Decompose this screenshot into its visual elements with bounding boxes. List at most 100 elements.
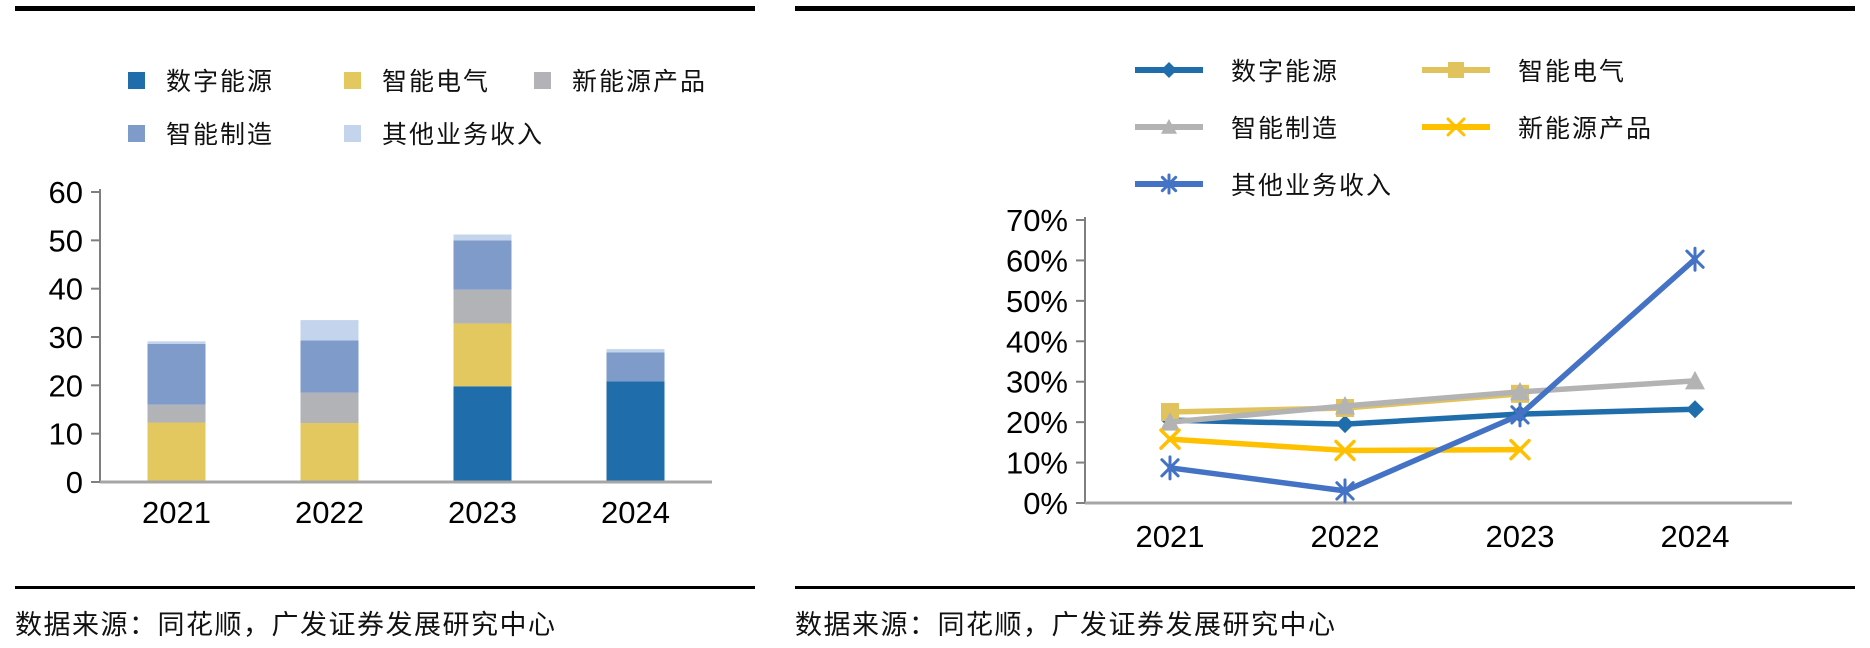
- legend-item-1: 数字能源: [128, 62, 344, 98]
- diamond-marker-icon: [1161, 62, 1177, 78]
- legend-line-marker-icon: [1422, 62, 1490, 78]
- bar-segment: [453, 240, 512, 290]
- bar-segment: [606, 352, 665, 382]
- series-line: [1167, 378, 1698, 425]
- bar-segment: [453, 386, 512, 482]
- triangle-marker-icon: [1160, 412, 1180, 431]
- legend-item-1: 数字能源: [1133, 52, 1420, 88]
- y-axis-tick-label: 30: [49, 320, 83, 355]
- x-axis-tick-label: 2024: [1661, 519, 1730, 554]
- asterisk-marker-icon: [1510, 402, 1530, 428]
- left-source-divider: [15, 586, 755, 589]
- x-axis-tick-label: 2022: [1311, 519, 1380, 554]
- legend-item-2: 智能电气: [1420, 52, 1653, 88]
- series-line: [1167, 256, 1698, 494]
- y-axis-tick-label: 0: [66, 465, 83, 500]
- asterisk-marker-icon: [1685, 246, 1705, 272]
- y-axis-tick-label: 20: [49, 368, 83, 403]
- legend-label: 新能源产品: [1518, 116, 1654, 143]
- legend-label: 智能制造: [166, 122, 275, 149]
- right-source-note: 数据来源：同花顺，广发证券发展研究中心: [795, 610, 1337, 640]
- legend-swatch-icon: [534, 71, 551, 89]
- triangle-marker-icon: [1685, 370, 1705, 390]
- diamond-marker-icon: [1686, 400, 1704, 419]
- bar-segment: [453, 323, 512, 387]
- y-axis-tick-label: 20%: [1006, 405, 1068, 440]
- bar-segment: [453, 289, 512, 324]
- legend-line-marker-icon: [1135, 173, 1203, 195]
- legend-item-4: 新能源产品: [1420, 109, 1653, 145]
- legend-label: 其他业务收入: [382, 122, 545, 149]
- stacked-bar-chart: 0 10 20 30 40 50 60 2021 2022 2023 2024: [49, 175, 712, 530]
- x-axis-tick-label: 2024: [601, 495, 670, 530]
- legend-item-4: 智能制造: [128, 115, 344, 151]
- diamond-marker-icon: [1336, 415, 1354, 434]
- square-marker-icon: [1448, 62, 1464, 78]
- margin-line-chart: 0% 10% 20% 30% 40% 50% 60% 70% 2021 2022 2023 2024: [1006, 203, 1792, 554]
- x-axis-tick-label: 2022: [295, 495, 364, 530]
- left-source-note: 数据来源：同花顺，广发证券发展研究中心: [15, 610, 557, 640]
- legend-swatch-icon: [344, 124, 361, 142]
- bar-segment: [606, 349, 665, 353]
- legend-line-marker-icon: [1135, 62, 1203, 78]
- legend-item-2: 智能电气: [344, 62, 534, 98]
- legend-swatch-icon: [344, 71, 361, 89]
- triangle-marker-icon: [1161, 119, 1177, 134]
- x-marker-icon: [1446, 117, 1466, 137]
- legend-label: 数字能源: [166, 69, 275, 96]
- asterisk-marker-icon: [1160, 455, 1180, 481]
- y-axis-tick-label: 40: [49, 272, 83, 307]
- legend-label: 其他业务收入: [1231, 173, 1394, 200]
- legend-item-5: 其他业务收入: [344, 115, 542, 151]
- left-panel-top-rule: [15, 6, 755, 11]
- legend-item-3: 智能制造: [1133, 109, 1420, 145]
- triangle-marker-icon: [1335, 395, 1355, 415]
- x-axis-tick-label: 2021: [142, 495, 211, 530]
- x-axis-tick-label: 2021: [1136, 519, 1205, 554]
- bar-segment: [147, 341, 206, 344]
- legend-label: 智能电气: [1518, 59, 1627, 86]
- legend-label: 智能制造: [1231, 116, 1340, 143]
- legend-line-marker-icon: [1135, 119, 1203, 134]
- x-marker-icon: [1509, 438, 1531, 461]
- legend-swatch-icon: [128, 71, 145, 89]
- bar-segment: [300, 320, 359, 341]
- bar-segment: [147, 343, 206, 405]
- legend-item-5: 其他业务收入: [1133, 166, 1420, 202]
- bar-segment: [300, 340, 359, 393]
- asterisk-marker-icon: [1160, 173, 1178, 195]
- y-axis-tick-label: 50: [49, 223, 83, 258]
- legend-swatch-icon: [128, 124, 145, 142]
- triangle-marker-icon: [1510, 381, 1530, 401]
- legend-line-marker-icon: [1422, 117, 1490, 137]
- x-axis-tick-label: 2023: [448, 495, 517, 530]
- y-axis-tick-label: 10: [49, 417, 83, 452]
- asterisk-marker-icon: [1335, 478, 1355, 504]
- legend-label: 智能电气: [382, 69, 491, 96]
- x-marker-icon: [1159, 428, 1181, 450]
- legend-item-3: 新能源产品: [534, 62, 707, 98]
- bar-segment: [300, 392, 359, 424]
- bar-segment: [453, 234, 512, 241]
- bar-chart-legend: 数字能源 智能电气 新能源产品智能制造 其他业务收入: [128, 62, 707, 151]
- y-axis-tick-label: 30%: [1006, 365, 1068, 400]
- square-marker-icon: [1161, 403, 1179, 422]
- legend-label: 新能源产品: [572, 69, 708, 96]
- x-axis-tick-label: 2023: [1486, 519, 1555, 554]
- y-axis-tick-label: 10%: [1006, 446, 1068, 481]
- y-axis-tick-label: 60: [49, 175, 83, 210]
- y-axis-tick-label: 60%: [1006, 243, 1068, 278]
- x-marker-icon: [1334, 439, 1356, 462]
- bar-segment: [147, 404, 206, 423]
- bar-segment: [606, 381, 665, 482]
- y-axis-tick-label: 50%: [1006, 284, 1068, 319]
- y-axis-tick-label: 70%: [1006, 203, 1068, 238]
- right-panel-top-rule: [795, 6, 1855, 11]
- y-axis-tick-label: 0%: [1023, 486, 1068, 521]
- bar-segment: [147, 422, 206, 482]
- legend-label: 数字能源: [1231, 59, 1340, 86]
- line-chart-legend: 数字能源 智能电气智能制造 新能源产品其他业务收入: [1133, 52, 1653, 202]
- bar-segment: [300, 423, 359, 482]
- series-line: [1167, 406, 1698, 427]
